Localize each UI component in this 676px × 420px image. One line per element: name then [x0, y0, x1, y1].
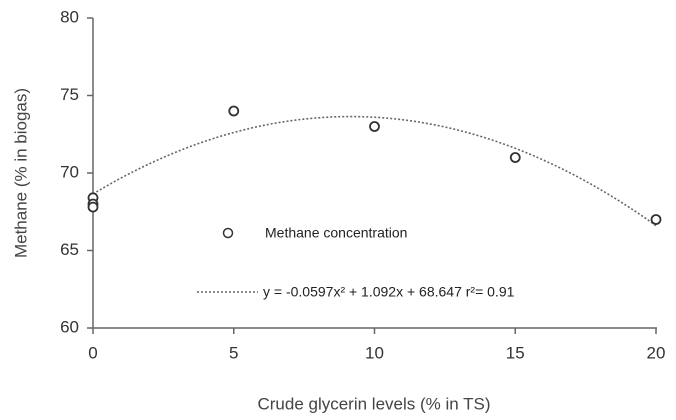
trendline-label: y = -0.0597x² + 1.092x + 68.647 r²= 0.91: [263, 284, 515, 300]
legend-label: Methane concentration: [265, 225, 407, 241]
legend-marker: [222, 227, 234, 239]
data-point: [87, 201, 99, 213]
x-tick-label: 10: [365, 343, 384, 362]
y-tick-label: 70: [60, 162, 79, 181]
x-tick-label: 15: [506, 343, 525, 362]
x-tick-label: 5: [229, 343, 238, 362]
data-point: [369, 121, 380, 132]
x-tick-label: 0: [88, 343, 97, 362]
data-point: [228, 105, 240, 117]
data-point: [509, 152, 521, 163]
data-point: [650, 214, 662, 225]
y-tick-label: 65: [60, 240, 79, 259]
x-axis-title: Crude glycerin levels (% in TS): [257, 394, 490, 413]
y-tick-label: 60: [60, 317, 79, 336]
x-tick-label: 20: [647, 343, 666, 362]
y-axis-title: Methane (% in biogas): [11, 88, 30, 258]
y-tick-label: 75: [60, 85, 79, 104]
trendline: [92, 115, 657, 227]
y-tick-label: 80: [60, 7, 79, 26]
